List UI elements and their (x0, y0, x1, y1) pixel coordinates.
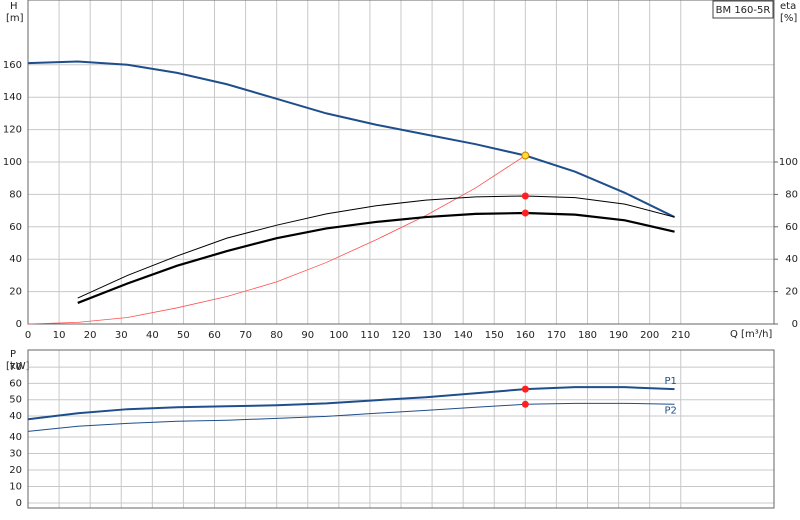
y-tick-label: 0 (16, 319, 22, 330)
x-tick-label: 140 (454, 330, 473, 341)
x-tick-label: 150 (485, 330, 504, 341)
x-tick-label: 60 (208, 330, 221, 341)
x-tick-label: 160 (516, 330, 535, 341)
x-tick-label: 210 (671, 330, 690, 341)
curve (77, 195, 675, 299)
x-tick-label: 130 (423, 330, 442, 341)
x-tick-label: 0 (25, 330, 31, 341)
y-tick-label: 140 (3, 92, 22, 103)
y-tick-label: 20 (9, 465, 22, 476)
x-tick-label: 200 (640, 330, 659, 341)
x-tick-label: 190 (609, 330, 628, 341)
model-box (712, 0, 774, 19)
x-tick-label: 80 (270, 330, 283, 341)
x-tick-label: 180 (578, 330, 597, 341)
y-tick-label: 60 (9, 378, 22, 389)
duty-point (521, 192, 529, 200)
q-axis-label: Q [m³/h] (730, 329, 772, 340)
curve-label: P1 (665, 376, 677, 387)
curve-label: P2 (665, 405, 677, 416)
curve (27, 60, 675, 218)
duty-point (521, 385, 529, 393)
y-tick-label: 40 (9, 254, 22, 265)
y2-tick-label: 40 (785, 254, 798, 265)
plot-frame (27, 0, 775, 325)
y2-tick-label: 100 (779, 157, 798, 168)
curve (27, 155, 526, 325)
h-axis-label: H (10, 1, 18, 12)
y-tick-label: 60 (9, 222, 22, 233)
curve (77, 211, 675, 304)
y-tick-label: 0 (16, 498, 22, 509)
y-tick-label: 10 (9, 482, 22, 493)
h-axis-unit: [m] (6, 13, 24, 24)
y-tick-label: 50 (9, 395, 22, 406)
plot-frame (27, 349, 775, 509)
y2-tick-label: 80 (785, 189, 798, 200)
duty-point (521, 151, 530, 160)
y2-tick-label: 0 (792, 319, 798, 330)
duty-point (521, 400, 529, 408)
p-axis-label: P (10, 349, 16, 360)
x-tick-label: 30 (115, 330, 128, 341)
eta-axis-label: eta (780, 1, 796, 12)
duty-point (521, 209, 529, 217)
model-label: BM 160-5R (716, 5, 771, 16)
x-tick-label: 170 (547, 330, 566, 341)
y-tick-label: 160 (3, 60, 22, 71)
y2-tick-label: 20 (785, 287, 798, 298)
x-tick-label: 90 (301, 330, 314, 341)
y-tick-label: 40 (9, 432, 22, 443)
y-tick-label: 30 (9, 449, 22, 460)
y-tick-label: 70 (9, 362, 22, 373)
x-tick-label: 100 (329, 330, 348, 341)
y-tick-label: 80 (9, 189, 22, 200)
x-tick-label: 40 (146, 330, 159, 341)
y-tick-label: 100 (3, 157, 22, 168)
eta-axis-unit: [%] (780, 13, 797, 24)
x-tick-label: 50 (177, 330, 190, 341)
y2-tick-label: 60 (785, 222, 798, 233)
x-tick-label: 120 (391, 330, 410, 341)
curve (27, 402, 675, 432)
y-tick-label: 20 (9, 287, 22, 298)
p-axis-unit: [kW] (6, 361, 30, 372)
x-tick-label: 10 (53, 330, 66, 341)
x-tick-label: 110 (360, 330, 379, 341)
x-tick-label: 20 (84, 330, 97, 341)
x-tick-label: 70 (239, 330, 252, 341)
y-tick-label: 120 (3, 125, 22, 136)
y-tick-label: 40 (9, 411, 22, 422)
curve (27, 386, 675, 421)
